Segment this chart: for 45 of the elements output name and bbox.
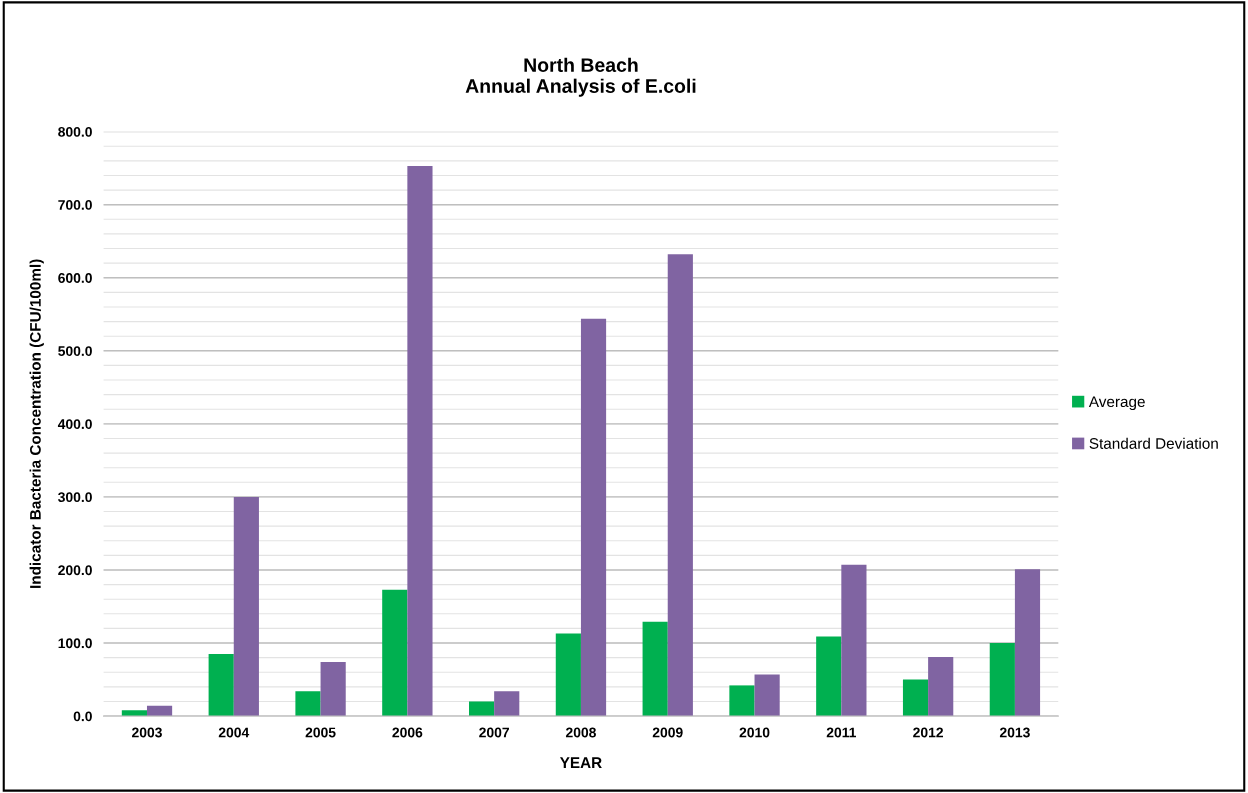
bar [208,653,234,717]
x-tick-label: 2013 [999,727,1030,738]
bar [320,662,346,717]
bar [989,643,1015,717]
y-tick-label: 300.0 [58,492,92,503]
bar [729,685,755,717]
bar [382,589,408,717]
y-tick-label: 500.0 [58,346,92,356]
y-axis-title: Indicator Bacteria Concentration (CFU/100ml) [29,259,44,588]
chart-title: North Beach Annual Analysis of E.coli [465,57,696,97]
x-axis-title: YEAR [559,757,602,768]
x-tick-label: 2004 [218,727,250,738]
bar [928,656,954,717]
y-tick-label: 200.0 [58,565,92,576]
x-tick-label: 2007 [479,727,509,738]
bar [555,633,581,717]
legend-label: Standard Deviation [1089,437,1218,449]
bar [295,691,321,717]
bar [407,165,433,717]
x-tick-label: 2008 [565,727,596,738]
y-tick-label: 800.0 [58,126,92,137]
bar [494,691,520,717]
bar [580,318,607,717]
y-tick-label: 600.0 [58,273,92,283]
bar [754,674,780,717]
bar [233,496,259,717]
x-tick-label: 2003 [132,727,162,738]
x-tick-label: 2010 [739,727,770,738]
bar [816,636,842,717]
y-tick-label: 100.0 [58,638,92,649]
bar [667,254,693,717]
x-tick-label: 2011 [826,727,856,738]
bar [642,621,668,717]
y-tick-label: 0.0 [73,711,92,722]
x-tick-label: 2006 [392,727,423,738]
x-tick-label: 2012 [913,727,944,738]
bar [468,701,495,717]
bar [902,679,929,717]
bar [841,564,867,717]
bar [1014,569,1041,717]
legend-label: Average [1088,396,1145,411]
y-tick-label: 400.0 [57,419,92,430]
x-tick-label: 2009 [652,727,683,738]
y-tick-label: 700.0 [58,200,92,210]
x-tick-label: 2005 [305,727,336,738]
